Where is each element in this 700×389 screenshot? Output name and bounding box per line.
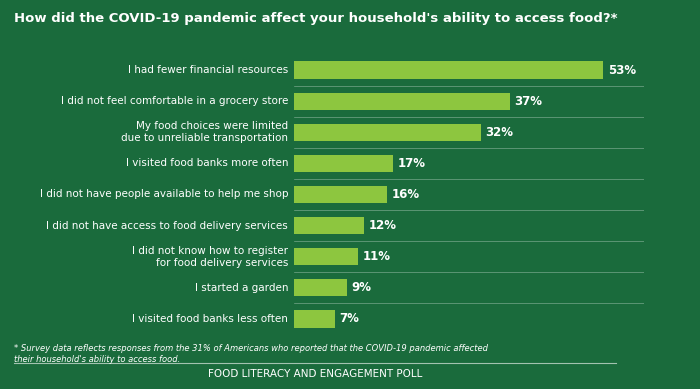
Text: 17%: 17% <box>398 157 426 170</box>
Bar <box>294 61 603 79</box>
Text: I started a garden: I started a garden <box>195 283 288 293</box>
Text: I did not have access to food delivery services: I did not have access to food delivery s… <box>46 221 288 231</box>
Bar <box>294 124 481 141</box>
Text: I had fewer financial resources: I had fewer financial resources <box>128 65 288 75</box>
Text: I did not feel comfortable in a grocery store: I did not feel comfortable in a grocery … <box>61 96 288 106</box>
Bar <box>294 310 335 328</box>
Text: I visited food banks less often: I visited food banks less often <box>132 314 288 324</box>
Text: 12%: 12% <box>369 219 397 232</box>
Text: 53%: 53% <box>608 63 636 77</box>
Text: FOOD LITERACY AND ENGAGEMENT POLL: FOOD LITERACY AND ENGAGEMENT POLL <box>208 369 422 379</box>
Text: 37%: 37% <box>514 95 542 108</box>
Text: 32%: 32% <box>485 126 513 139</box>
Bar <box>294 279 346 296</box>
Text: * Survey data reflects responses from the 31% of Americans who reported that the: * Survey data reflects responses from th… <box>14 344 488 364</box>
Text: 7%: 7% <box>340 312 359 326</box>
Bar <box>294 93 510 110</box>
Text: 11%: 11% <box>363 250 391 263</box>
Text: My food choices were limited
due to unreliable transportation: My food choices were limited due to unre… <box>121 121 288 143</box>
Text: I did not know how to register
for food delivery services: I did not know how to register for food … <box>132 246 288 268</box>
Text: How did the COVID-19 pandemic affect your household's ability to access food?*: How did the COVID-19 pandemic affect you… <box>14 12 617 25</box>
Bar <box>294 217 364 234</box>
Text: I visited food banks more often: I visited food banks more often <box>126 158 288 168</box>
Text: 9%: 9% <box>351 281 371 294</box>
Bar <box>294 186 387 203</box>
Bar <box>294 155 393 172</box>
Text: 16%: 16% <box>392 188 420 201</box>
Text: I did not have people available to help me shop: I did not have people available to help … <box>40 189 288 200</box>
Bar <box>294 248 358 265</box>
